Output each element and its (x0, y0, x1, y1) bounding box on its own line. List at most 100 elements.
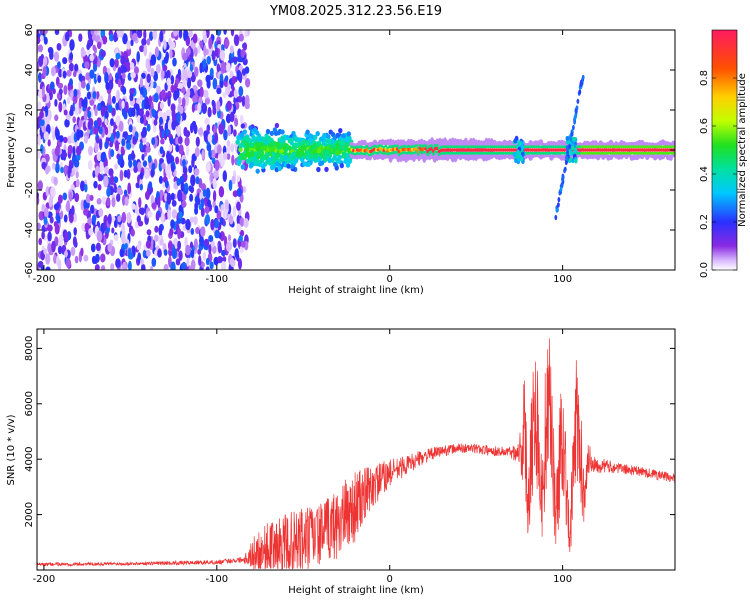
signal-cell (240, 142, 245, 148)
noise-cell (57, 259, 62, 270)
noise-streak-cell (49, 47, 54, 56)
noise-cell (89, 69, 95, 79)
noise-cell (107, 92, 112, 104)
noise-cell (45, 266, 51, 270)
noise-cell (72, 145, 76, 158)
carrier-edge-cell (435, 144, 439, 147)
noise-cell (173, 90, 178, 101)
noise-cell (204, 205, 210, 214)
noise-cell (66, 96, 71, 105)
noise-cell (231, 75, 236, 85)
carrier-edge-cell (430, 144, 433, 147)
noise-cell (233, 129, 237, 137)
noise-cell (138, 132, 142, 140)
noise-cell (154, 249, 159, 257)
noise-cell (95, 242, 101, 252)
noise-cell (87, 120, 92, 130)
noise-cell (194, 66, 199, 77)
noise-cell (37, 36, 41, 45)
noise-cell (220, 156, 225, 168)
noise-cell (131, 203, 136, 210)
noise-cell (62, 151, 68, 158)
signal-cell (327, 138, 332, 144)
noise-cell (58, 235, 64, 246)
signal-cell (249, 161, 254, 167)
noise-streak-cell (73, 88, 78, 97)
colorbar-tick-label: 0.6 (699, 118, 710, 134)
noise-cell (47, 139, 51, 147)
noise-cell (68, 213, 74, 224)
noise-cell (197, 127, 204, 136)
noise-cell (232, 238, 237, 249)
noise-streak-cell (140, 115, 144, 124)
noise-cell (38, 237, 43, 246)
noise-cell (158, 224, 163, 237)
noise-cell (90, 30, 95, 36)
noise-cell (124, 242, 128, 250)
noise-streak-cell (159, 146, 164, 155)
noise-cell (190, 259, 196, 270)
noise-cell (239, 114, 244, 124)
y-tick-label: 6000 (24, 391, 35, 416)
colorbar: 0.0 0.2 0.4 0.6 0.8 Normalized spectral ampl… (699, 29, 748, 278)
noise-cell (146, 229, 152, 236)
noise-cell (175, 156, 180, 165)
noise-cell (55, 128, 60, 141)
noise-cell (114, 163, 118, 170)
noise-cell (209, 67, 214, 78)
noise-cell (63, 84, 68, 96)
noise-cell (216, 30, 222, 36)
signal-cell (269, 130, 274, 136)
noise-streak-cell (111, 95, 116, 104)
noise-streak-cell (129, 93, 134, 102)
noise-cell (126, 168, 131, 180)
noise-cell (168, 37, 173, 47)
noise-cell (41, 230, 45, 240)
noise-cell (218, 123, 224, 135)
noise-cell (185, 144, 190, 157)
noise-cell (130, 71, 136, 79)
signal-cell (316, 140, 322, 146)
noise-cell (45, 253, 51, 265)
noise-cell (137, 252, 142, 264)
noise-cell (115, 52, 121, 60)
signal-cell (271, 158, 276, 164)
noise-streak-cell (147, 155, 152, 164)
signal-cell (282, 135, 287, 141)
noise-cell (217, 256, 223, 264)
noise-cell (212, 200, 216, 208)
noise-cell (165, 109, 172, 116)
noise-cell (236, 223, 242, 234)
noise-streak-cell (98, 126, 103, 135)
noise-cell (139, 77, 144, 90)
noise-streak-cell (105, 82, 110, 90)
noise-cell (113, 234, 119, 241)
noise-cell (244, 94, 250, 107)
noise-cell (87, 217, 92, 226)
noise-streak-cell (144, 99, 149, 107)
noise-cell (190, 248, 195, 259)
noise-cell (219, 49, 226, 61)
noise-cell (236, 201, 241, 211)
noise-cell (188, 185, 192, 192)
signal-cell (293, 136, 299, 142)
signal-cell (337, 155, 342, 161)
noise-cell (188, 87, 195, 99)
noise-cell (170, 261, 176, 270)
branch-cell (559, 186, 563, 192)
noise-cell (236, 175, 241, 183)
noise-cell (85, 72, 91, 81)
x-tick-label: -200 (33, 574, 56, 585)
noise-cell (74, 107, 80, 116)
noise-cell (91, 214, 97, 222)
signal-cell (292, 145, 297, 151)
noise-cell (216, 63, 221, 73)
noise-cell (202, 251, 207, 261)
noise-cell (200, 198, 205, 208)
noise-cell (216, 210, 222, 220)
y-tick-label: 2000 (24, 502, 35, 527)
signal-cell (312, 142, 318, 149)
noise-cell (161, 162, 166, 170)
noise-cell (117, 78, 122, 88)
noise-cell (80, 49, 87, 57)
